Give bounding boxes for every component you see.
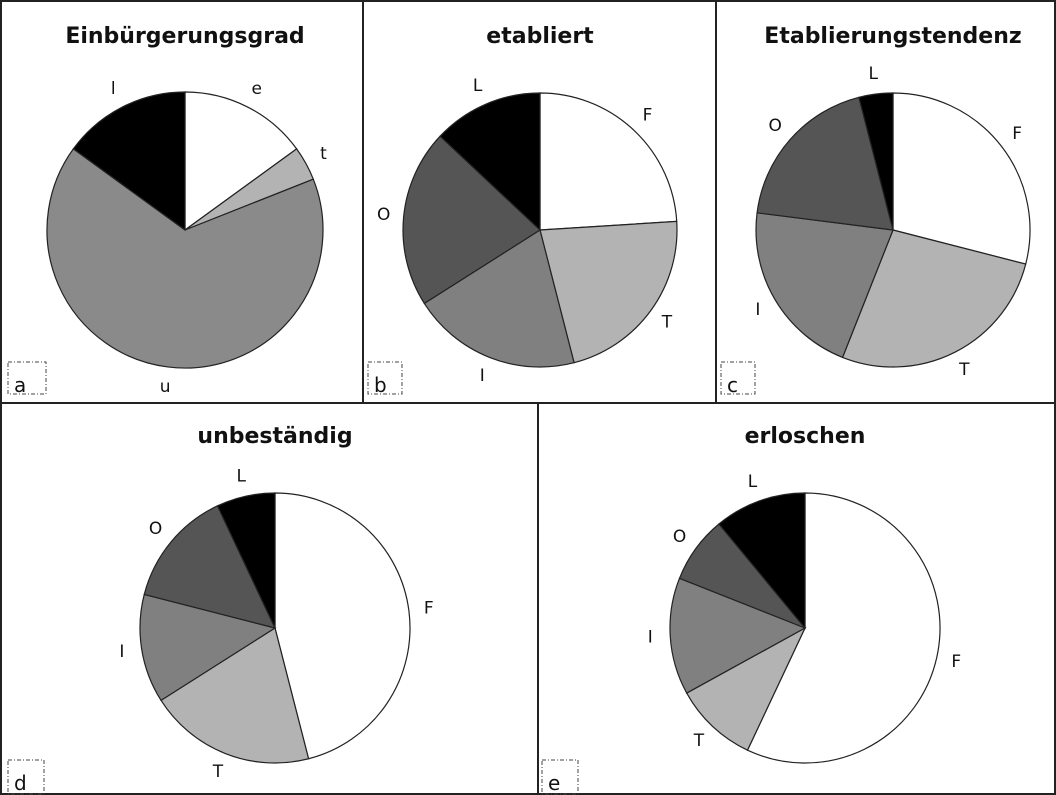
pie-slice-I <box>669 577 807 694</box>
pie-slice-e <box>184 91 298 232</box>
pie-chart: F T I O L <box>755 64 1031 380</box>
slice-label-t: t <box>320 144 327 164</box>
slice-label-F: F <box>951 652 961 672</box>
slice-label-I: I <box>648 628 653 648</box>
slice-label-L: L <box>748 472 758 492</box>
panel-tag-box <box>720 361 756 395</box>
panel-tag-box <box>7 361 47 395</box>
panel-tag-box <box>367 361 403 395</box>
slice-label-l: l <box>111 79 116 99</box>
slice-label-F: F <box>424 599 434 619</box>
pie-slice-I <box>755 212 894 359</box>
panel-title: erloschen <box>745 424 866 449</box>
pie-slice-l <box>72 91 186 232</box>
pie-slice-O <box>143 505 277 629</box>
panel-title: Einbürgerungsgrad <box>65 24 304 49</box>
pie-slice-T <box>685 626 807 751</box>
pie-slice-L <box>858 92 894 231</box>
pie-slice-O <box>756 96 894 231</box>
panel-title: Etablierungstendenz <box>764 24 1021 49</box>
slice-label-L: L <box>473 76 483 96</box>
slice-label-O: O <box>769 116 782 136</box>
pie-slice-F <box>539 92 678 231</box>
slice-label-O: O <box>377 205 390 225</box>
slice-label-T: T <box>693 731 705 751</box>
pie-chart: F T I O L <box>648 472 961 764</box>
panel-b: etabliert F T I O L b <box>367 24 678 397</box>
pie-slice-L <box>718 492 806 630</box>
slice-label-F: F <box>643 106 653 126</box>
slice-label-O: O <box>673 527 686 547</box>
slice-label-L: L <box>869 64 879 84</box>
pie-slice-F <box>274 492 411 760</box>
slice-label-e: e <box>251 79 261 99</box>
slice-label-u: u <box>160 377 171 397</box>
panel-a: Einbürgerungsgrad e t u l a <box>7 24 327 397</box>
pie-slice-I <box>139 593 277 702</box>
pie-slice-L <box>439 92 541 232</box>
slice-label-O: O <box>149 519 162 539</box>
slice-label-F: F <box>1012 124 1022 144</box>
panel-tag-box <box>7 759 45 795</box>
slice-label-T: T <box>212 762 224 782</box>
panel-letter: d <box>14 771 27 795</box>
pie-chart: F T I O L <box>377 76 678 386</box>
slice-label-L: L <box>236 467 246 487</box>
pie-slice-L <box>216 492 276 629</box>
pie-slice-T <box>160 627 310 764</box>
panel-d: unbeständig F T I O L d <box>7 424 434 795</box>
panel-letter: b <box>374 373 387 397</box>
slice-label-T: T <box>958 360 970 380</box>
panel-title: unbeständig <box>197 424 352 449</box>
panel-title: etabliert <box>486 24 594 49</box>
pie-slice-F <box>892 92 1031 265</box>
pie-slice-F <box>746 492 941 764</box>
panel-tag-box <box>541 759 579 795</box>
slice-label-I: I <box>119 642 124 662</box>
panel-letter: c <box>727 373 738 397</box>
panel-c: Etablierungstendenz F T I O L c <box>720 24 1031 397</box>
slice-label-I: I <box>480 366 485 386</box>
pie-chart: e t u l <box>46 79 327 397</box>
pie-chart: F T I O L <box>119 467 433 782</box>
slice-label-I: I <box>755 300 760 320</box>
pie-slice-T <box>539 220 678 364</box>
panel-e: erloschen F T I O L e <box>541 424 961 795</box>
panel-letter: e <box>548 771 560 795</box>
pie-slice-T <box>841 229 1027 368</box>
slice-label-T: T <box>661 312 673 332</box>
panel-letter: a <box>14 373 26 397</box>
pie-slice-O <box>402 135 541 305</box>
pie-slice-u <box>46 148 324 369</box>
pie-slice-I <box>423 229 575 368</box>
